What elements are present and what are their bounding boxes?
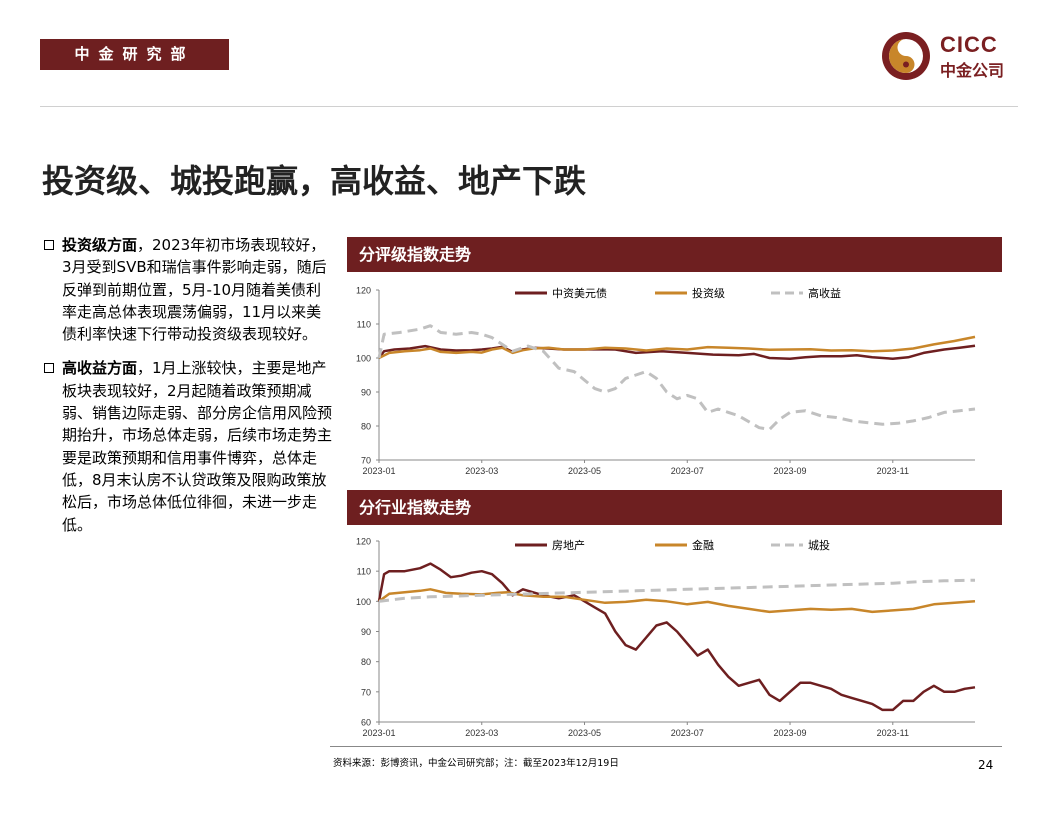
page-title: 投资级、城投跑赢，高收益、地产下跌 bbox=[42, 162, 587, 200]
bullet-heading: 高收益方面 bbox=[62, 359, 138, 378]
y-tick-label: 120 bbox=[356, 286, 371, 296]
commentary-investment-grade: 投资级方面，2023年初市场表现较好，3月受到SVB和瑞信事件影响走弱，随后反弹… bbox=[44, 234, 334, 345]
bullet-square-icon bbox=[44, 240, 54, 250]
legend-label: 中资美元债 bbox=[552, 286, 607, 300]
series-line bbox=[377, 324, 976, 431]
panel-header-sector: 分行业指数走势 bbox=[347, 490, 1002, 525]
y-tick-label: 80 bbox=[361, 422, 371, 432]
y-tick-label: 90 bbox=[361, 388, 371, 398]
y-tick-label: 110 bbox=[357, 320, 371, 330]
x-tick-label: 2023-03 bbox=[465, 466, 498, 476]
department-label: 中金研究部 bbox=[40, 39, 229, 70]
header-divider bbox=[40, 106, 1018, 107]
chart-legend: 房地产 金融 城投 bbox=[515, 538, 830, 552]
rating-index-chart: 70 80 90 100 110 120 2023-01 2023-03 2023-05 2023… bbox=[356, 286, 976, 476]
logo-wordmark-en: CICC bbox=[940, 32, 998, 57]
y-tick-label: 100 bbox=[356, 597, 371, 607]
y-tick-label: 100 bbox=[356, 354, 371, 364]
x-tick-label: 2023-11 bbox=[877, 466, 909, 476]
legend-label: 金融 bbox=[692, 538, 714, 552]
commentary-list: 投资级方面，2023年初市场表现较好，3月受到SVB和瑞信事件影响走弱，随后反弹… bbox=[44, 234, 334, 548]
series-line bbox=[378, 578, 976, 603]
x-tick-label: 2023-07 bbox=[671, 728, 704, 738]
x-tick-label: 2023-09 bbox=[774, 728, 807, 738]
y-tick-label: 80 bbox=[361, 657, 371, 667]
bullet-heading: 投资级方面 bbox=[62, 236, 138, 254]
series-line bbox=[378, 588, 976, 614]
bullet-square-icon bbox=[44, 363, 54, 374]
x-tick-label: 2023-11 bbox=[877, 728, 909, 738]
x-tick-label: 2023-07 bbox=[671, 466, 704, 476]
bullet-text: ，1月上涨较快，主要是地产板块表现较好，2月起随着政策预期减弱、销售边际走弱、部… bbox=[62, 359, 333, 534]
series-line bbox=[377, 562, 976, 712]
legend-label: 房地产 bbox=[552, 538, 585, 552]
x-tick-label: 2023-09 bbox=[774, 466, 807, 476]
chart-legend: 中资美元债 投资级 高收益 bbox=[515, 286, 841, 300]
y-tick-label: 110 bbox=[357, 567, 371, 577]
y-tick-label: 90 bbox=[361, 627, 371, 637]
cicc-emblem-icon bbox=[882, 32, 930, 80]
page-number: 24 bbox=[978, 758, 994, 772]
panel-header-rating: 分评级指数走势 bbox=[347, 237, 1002, 272]
legend-label: 高收益 bbox=[808, 286, 841, 300]
legend-label: 城投 bbox=[808, 538, 830, 552]
x-tick-label: 2023-01 bbox=[362, 728, 395, 738]
footer-divider bbox=[330, 746, 1002, 747]
sector-index-chart: 60 70 80 90 100 110 120 2023-01 2023-03 2023-05 20… bbox=[356, 537, 976, 738]
x-tick-label: 2023-05 bbox=[568, 466, 601, 476]
y-tick-label: 60 bbox=[361, 718, 371, 728]
commentary-high-yield: 高收益方面，1月上涨较快，主要是地产板块表现较好，2月起随着政策预期减弱、销售边… bbox=[44, 357, 334, 535]
series-line bbox=[378, 335, 976, 360]
source-note: 资料来源：彭博资讯，中金公司研究部；注：截至2023年12月19日 bbox=[333, 758, 619, 769]
series-line bbox=[378, 344, 976, 360]
y-tick-label: 120 bbox=[356, 537, 371, 547]
y-tick-label: 70 bbox=[361, 687, 371, 697]
x-tick-label: 2023-05 bbox=[568, 728, 601, 738]
x-tick-label: 2023-03 bbox=[465, 728, 498, 738]
cicc-logo: CICC 中金公司 bbox=[880, 30, 1020, 82]
y-tick-label: 70 bbox=[361, 456, 371, 466]
x-tick-label: 2023-01 bbox=[362, 466, 395, 476]
bullet-text: ，2023年初市场表现较好，3月受到SVB和瑞信事件影响走弱，随后反弹到前期位置… bbox=[62, 236, 327, 344]
logo-wordmark-cn: 中金公司 bbox=[940, 61, 1005, 80]
legend-label: 投资级 bbox=[692, 286, 725, 300]
